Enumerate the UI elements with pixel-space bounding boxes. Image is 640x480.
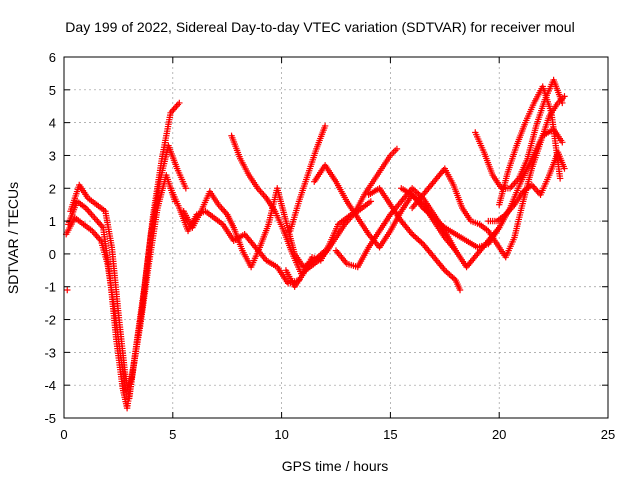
series-sat-b [67, 99, 183, 402]
data-point [559, 139, 566, 146]
y-tick-label: -1 [44, 280, 56, 295]
data-point [456, 286, 464, 294]
data-point [559, 99, 566, 107]
y-tick-label: 3 [49, 148, 56, 163]
data-point [561, 165, 568, 172]
x-tick-label: 10 [274, 427, 288, 442]
data-point [367, 198, 375, 205]
y-tick-label: 4 [49, 116, 56, 131]
series-sat-p [485, 148, 568, 225]
grid [64, 57, 608, 418]
series-sat-n [408, 93, 568, 261]
series-sat-h [287, 122, 329, 235]
series-sat-a [65, 142, 190, 412]
plot-frame [63, 56, 609, 419]
x-tick-label: 0 [60, 427, 67, 442]
x-tick-label: 20 [492, 427, 506, 442]
data-point [556, 175, 564, 182]
y-tick-label: -2 [44, 313, 56, 328]
series-sat-q [496, 83, 564, 208]
series-sat-d [64, 286, 71, 294]
series-sat-l [365, 185, 464, 294]
data-point [176, 99, 183, 107]
x-tick-label: 25 [601, 427, 615, 442]
data-point [393, 145, 401, 153]
series-sat-o [472, 76, 566, 192]
series-sat-i [282, 145, 401, 290]
y-tick-label: -5 [44, 411, 56, 426]
data-point [321, 122, 329, 130]
y-tick-label: 1 [49, 214, 56, 229]
y-tick-label: 0 [49, 247, 56, 262]
data-marks [62, 76, 568, 412]
x-tick-label: 5 [169, 427, 176, 442]
y-tick-label: 2 [49, 181, 56, 196]
data-point [64, 286, 71, 294]
series-sat-m [398, 126, 566, 251]
series-sat-f [180, 185, 329, 271]
data-point [182, 185, 190, 192]
y-tick-label: 5 [49, 83, 56, 98]
axis-ticks: 0 5 10 15 20 25 -5 -4 -3 -2 -1 0 1 2 3 4 5 6 [44, 50, 615, 442]
chart-title: Day 199 of 2022, Sidereal Day-to-day VTE… [65, 19, 574, 35]
y-tick-label: -3 [44, 345, 56, 360]
x-tick-label: 15 [383, 427, 397, 442]
y-axis-label: SDTVAR / TECUs [5, 182, 21, 294]
y-tick-label: 6 [49, 50, 56, 65]
y-tick-label: -4 [44, 378, 56, 393]
x-axis-label: GPS time / hours [282, 458, 389, 474]
